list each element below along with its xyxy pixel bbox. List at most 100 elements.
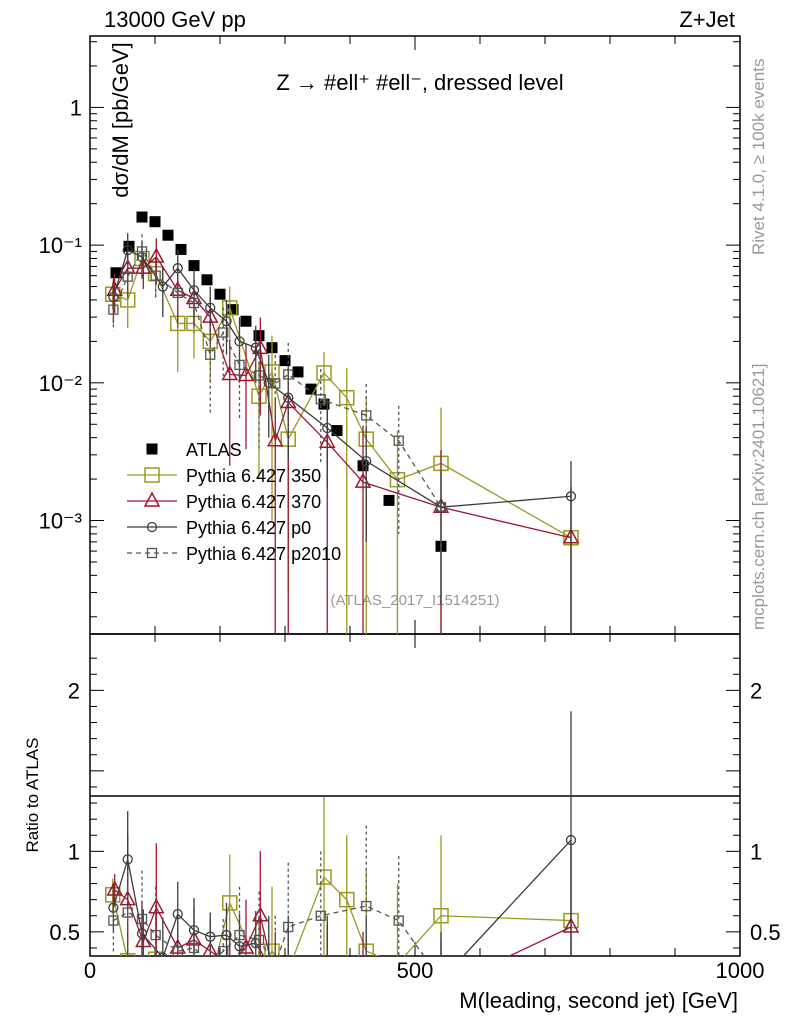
ratio-data-point [565,834,577,846]
y-tick-label: 10⁻¹ [39,233,82,258]
data-point [205,349,216,360]
ratio-data-point [264,960,273,969]
ratio-data-point [264,943,280,956]
ratio-data-point [283,921,294,933]
ratio-series-3 [108,825,446,985]
data-point [339,389,355,406]
data-point [172,287,183,299]
x-tick-label: 1000 [716,958,765,983]
y-tick-label: 1 [70,95,82,120]
data-point [383,494,395,506]
data-point [108,304,119,315]
ratio-y-tick-label-right: 2 [750,678,762,703]
y-tick-label: 10⁻² [39,371,82,396]
data-point [331,425,343,437]
ratio-data-point [222,895,238,911]
ratio-data-point [218,946,229,956]
data-point [253,330,265,342]
ratio-data-point [171,973,185,987]
ratio-data-point [281,963,295,977]
ratio-y-tick-label: 1 [68,839,80,864]
ratio-data-point [148,898,165,914]
ratio-data-point [202,941,219,956]
data-point [162,229,174,241]
ratio-series-line [112,875,572,956]
data-point [148,247,165,263]
ratio-plot-frame [89,633,741,957]
legend-label: Pythia 6.427 p0 [186,518,311,538]
data-point [315,394,326,405]
data-point [221,364,239,381]
series-line [112,257,572,539]
ratio-data-point [188,942,200,954]
data-point [234,359,245,371]
ratio-data-point [323,960,332,969]
data-point [188,260,200,272]
series-4 [108,234,447,604]
data-point [157,281,168,292]
ratio-y-tick-label: 0.5 [49,920,80,945]
data-point [205,302,216,314]
ratio-data-point [437,976,446,985]
data-point [106,280,123,297]
ratio-data-point [122,854,133,865]
x-tick-label: 0 [84,958,96,983]
header-left: 13000 GeV pp [104,7,246,32]
data-point [122,244,133,256]
data-point [292,366,304,378]
ratio-y-tick-label-right: 1 [750,839,762,864]
ratio-y-tick-label: 2 [68,678,80,703]
side-label-mcplots: mcplots.cern.ch [arXiv:2401.10621] [749,364,768,630]
ratio-y-tick-label-right: 0.5 [750,920,781,945]
ratio-y-axis-title: Ratio to ATLAS [23,738,42,853]
ratio-data-point [361,900,372,912]
ratio-data-point [221,929,232,941]
data-point [240,315,252,327]
data-point [136,211,148,223]
series-line [114,256,572,539]
ratio-data-point [315,910,326,921]
ratio-data-point [437,976,446,985]
ratio-series-line [114,889,572,956]
ratio-data-point [150,929,161,941]
ratio-data-point [356,972,370,985]
data-point [201,274,213,286]
axis-ticks: 0 500 1000 1 10⁻¹ 10⁻² 10⁻³ 0.5 0.5 1 1 2 2 [39,36,781,983]
data-point [279,355,291,367]
ratio-data-point [393,915,404,926]
ratio-data-point [271,960,280,969]
ratio-data-point [433,908,449,924]
legend-marker [146,521,158,533]
series-line [112,250,442,508]
data-point [221,316,232,327]
ratio-data-point [287,954,290,956]
ratio-data-point [206,960,215,969]
legend-label: Pythia 6.427 370 [186,492,321,512]
legend-item: ATLAS [146,440,242,460]
legend-marker [143,491,161,507]
data-point [150,270,161,281]
data-point [435,502,447,513]
legend-marker [146,547,158,559]
data-point [263,377,274,388]
data-point [251,388,267,404]
data-point [316,365,332,381]
data-point [252,338,269,355]
header-right: Z+Jet [679,7,735,32]
ratio-data-point [122,907,133,918]
analysis-id: (ATLAS_2017_I1514251) [330,592,499,609]
legend: ATLAS Pythia 6.427 350 Pythia 6.427 370 Pyt… [127,440,341,564]
data-point [565,491,577,502]
data-point [136,246,148,257]
ratio-series-line [113,905,425,956]
ratio-data-point [106,880,123,896]
ratio-data-point [268,972,282,985]
ratio-data-point [250,937,261,949]
data-point [149,216,161,228]
ratio-data-point [108,915,119,926]
ratio-data-point [434,980,448,993]
data-point [214,288,226,300]
ratio-data-point [362,960,371,969]
legend-item: Pythia 6.427 370 [127,491,321,512]
